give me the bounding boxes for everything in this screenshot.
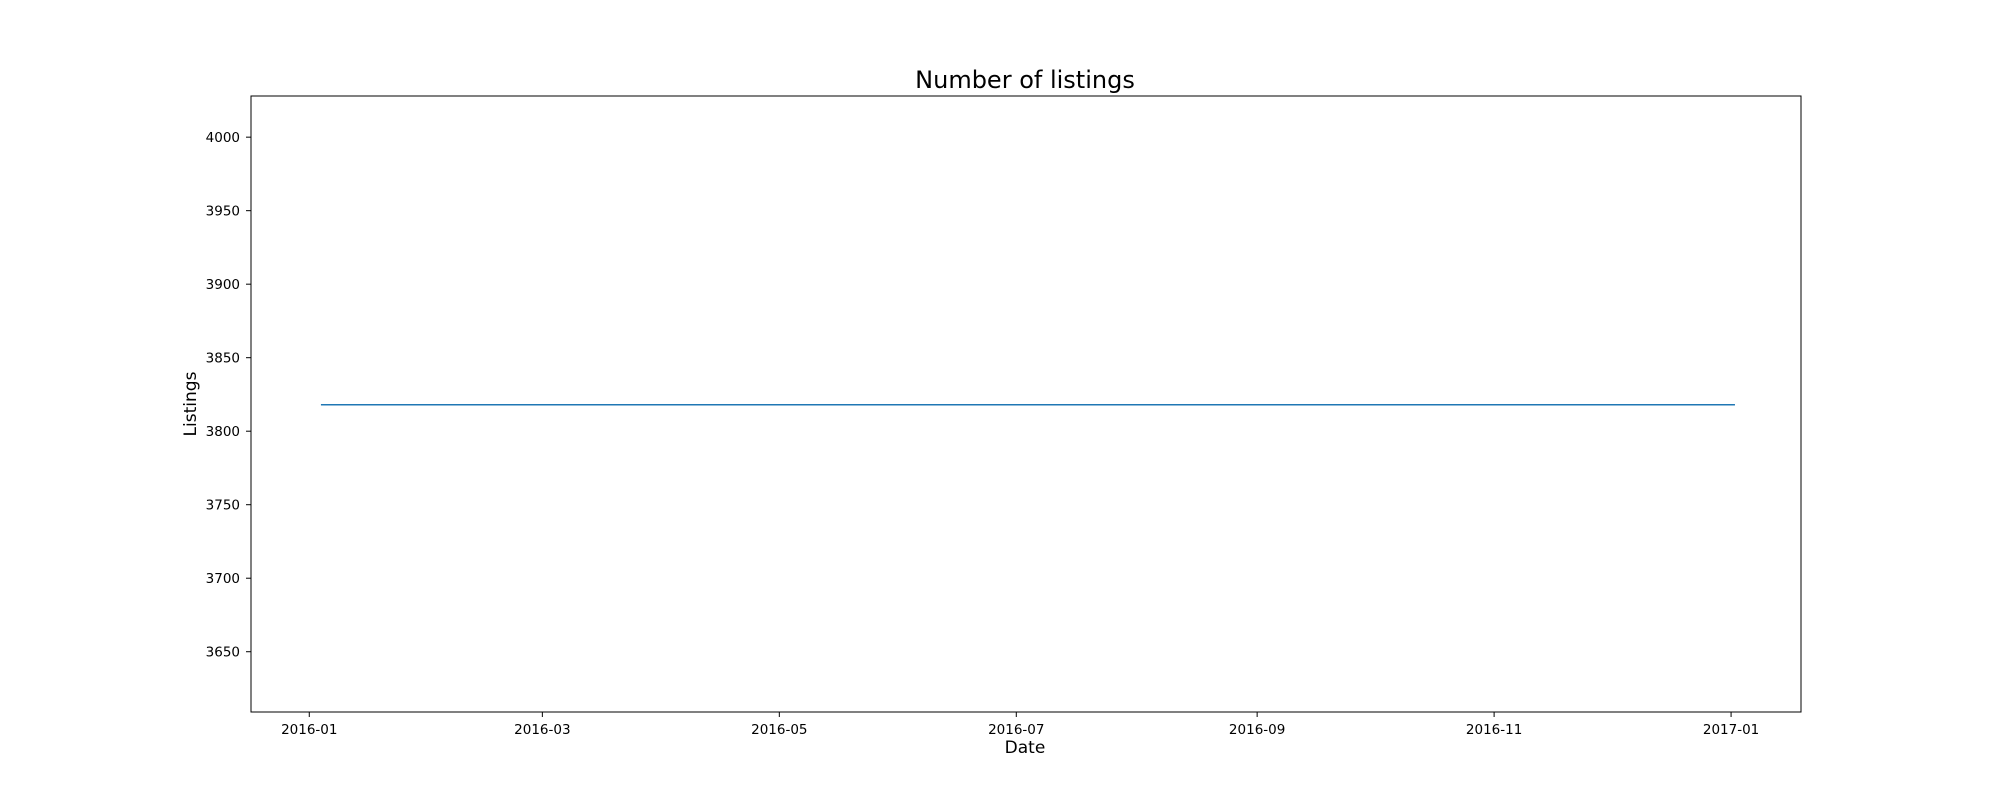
x-tick-label: 2016-01 <box>281 722 337 738</box>
chart-title: Number of listings <box>915 66 1135 94</box>
y-tick-label: 4000 <box>206 130 240 146</box>
plot-frame <box>250 95 1802 713</box>
x-tick-label: 2016-05 <box>751 722 807 738</box>
y-tick-label: 3850 <box>206 351 240 367</box>
y-tick-label: 3700 <box>206 571 240 587</box>
x-tick-label: 2017-01 <box>1703 722 1759 738</box>
y-tick-label: 3650 <box>206 645 240 661</box>
y-tick-label: 3900 <box>206 277 240 293</box>
x-axis-ticks: 2016-01 2016-03 2016-05 2016-07 2016-09 2016-… <box>281 712 1759 738</box>
x-tick-label: 2016-09 <box>1229 722 1285 738</box>
y-axis-ticks: 3650 3700 3750 3800 3850 3900 3950 4000 <box>206 130 251 661</box>
x-axis-label: Date <box>1005 738 1046 758</box>
y-tick-label: 3800 <box>206 424 240 440</box>
x-tick-label: 2016-07 <box>988 722 1044 738</box>
y-axis-label: Listings <box>181 371 201 436</box>
x-tick-label: 2016-03 <box>514 722 570 738</box>
y-tick-label: 3950 <box>206 204 240 220</box>
y-tick-label: 3750 <box>206 498 240 514</box>
x-tick-label: 2016-11 <box>1466 722 1522 738</box>
